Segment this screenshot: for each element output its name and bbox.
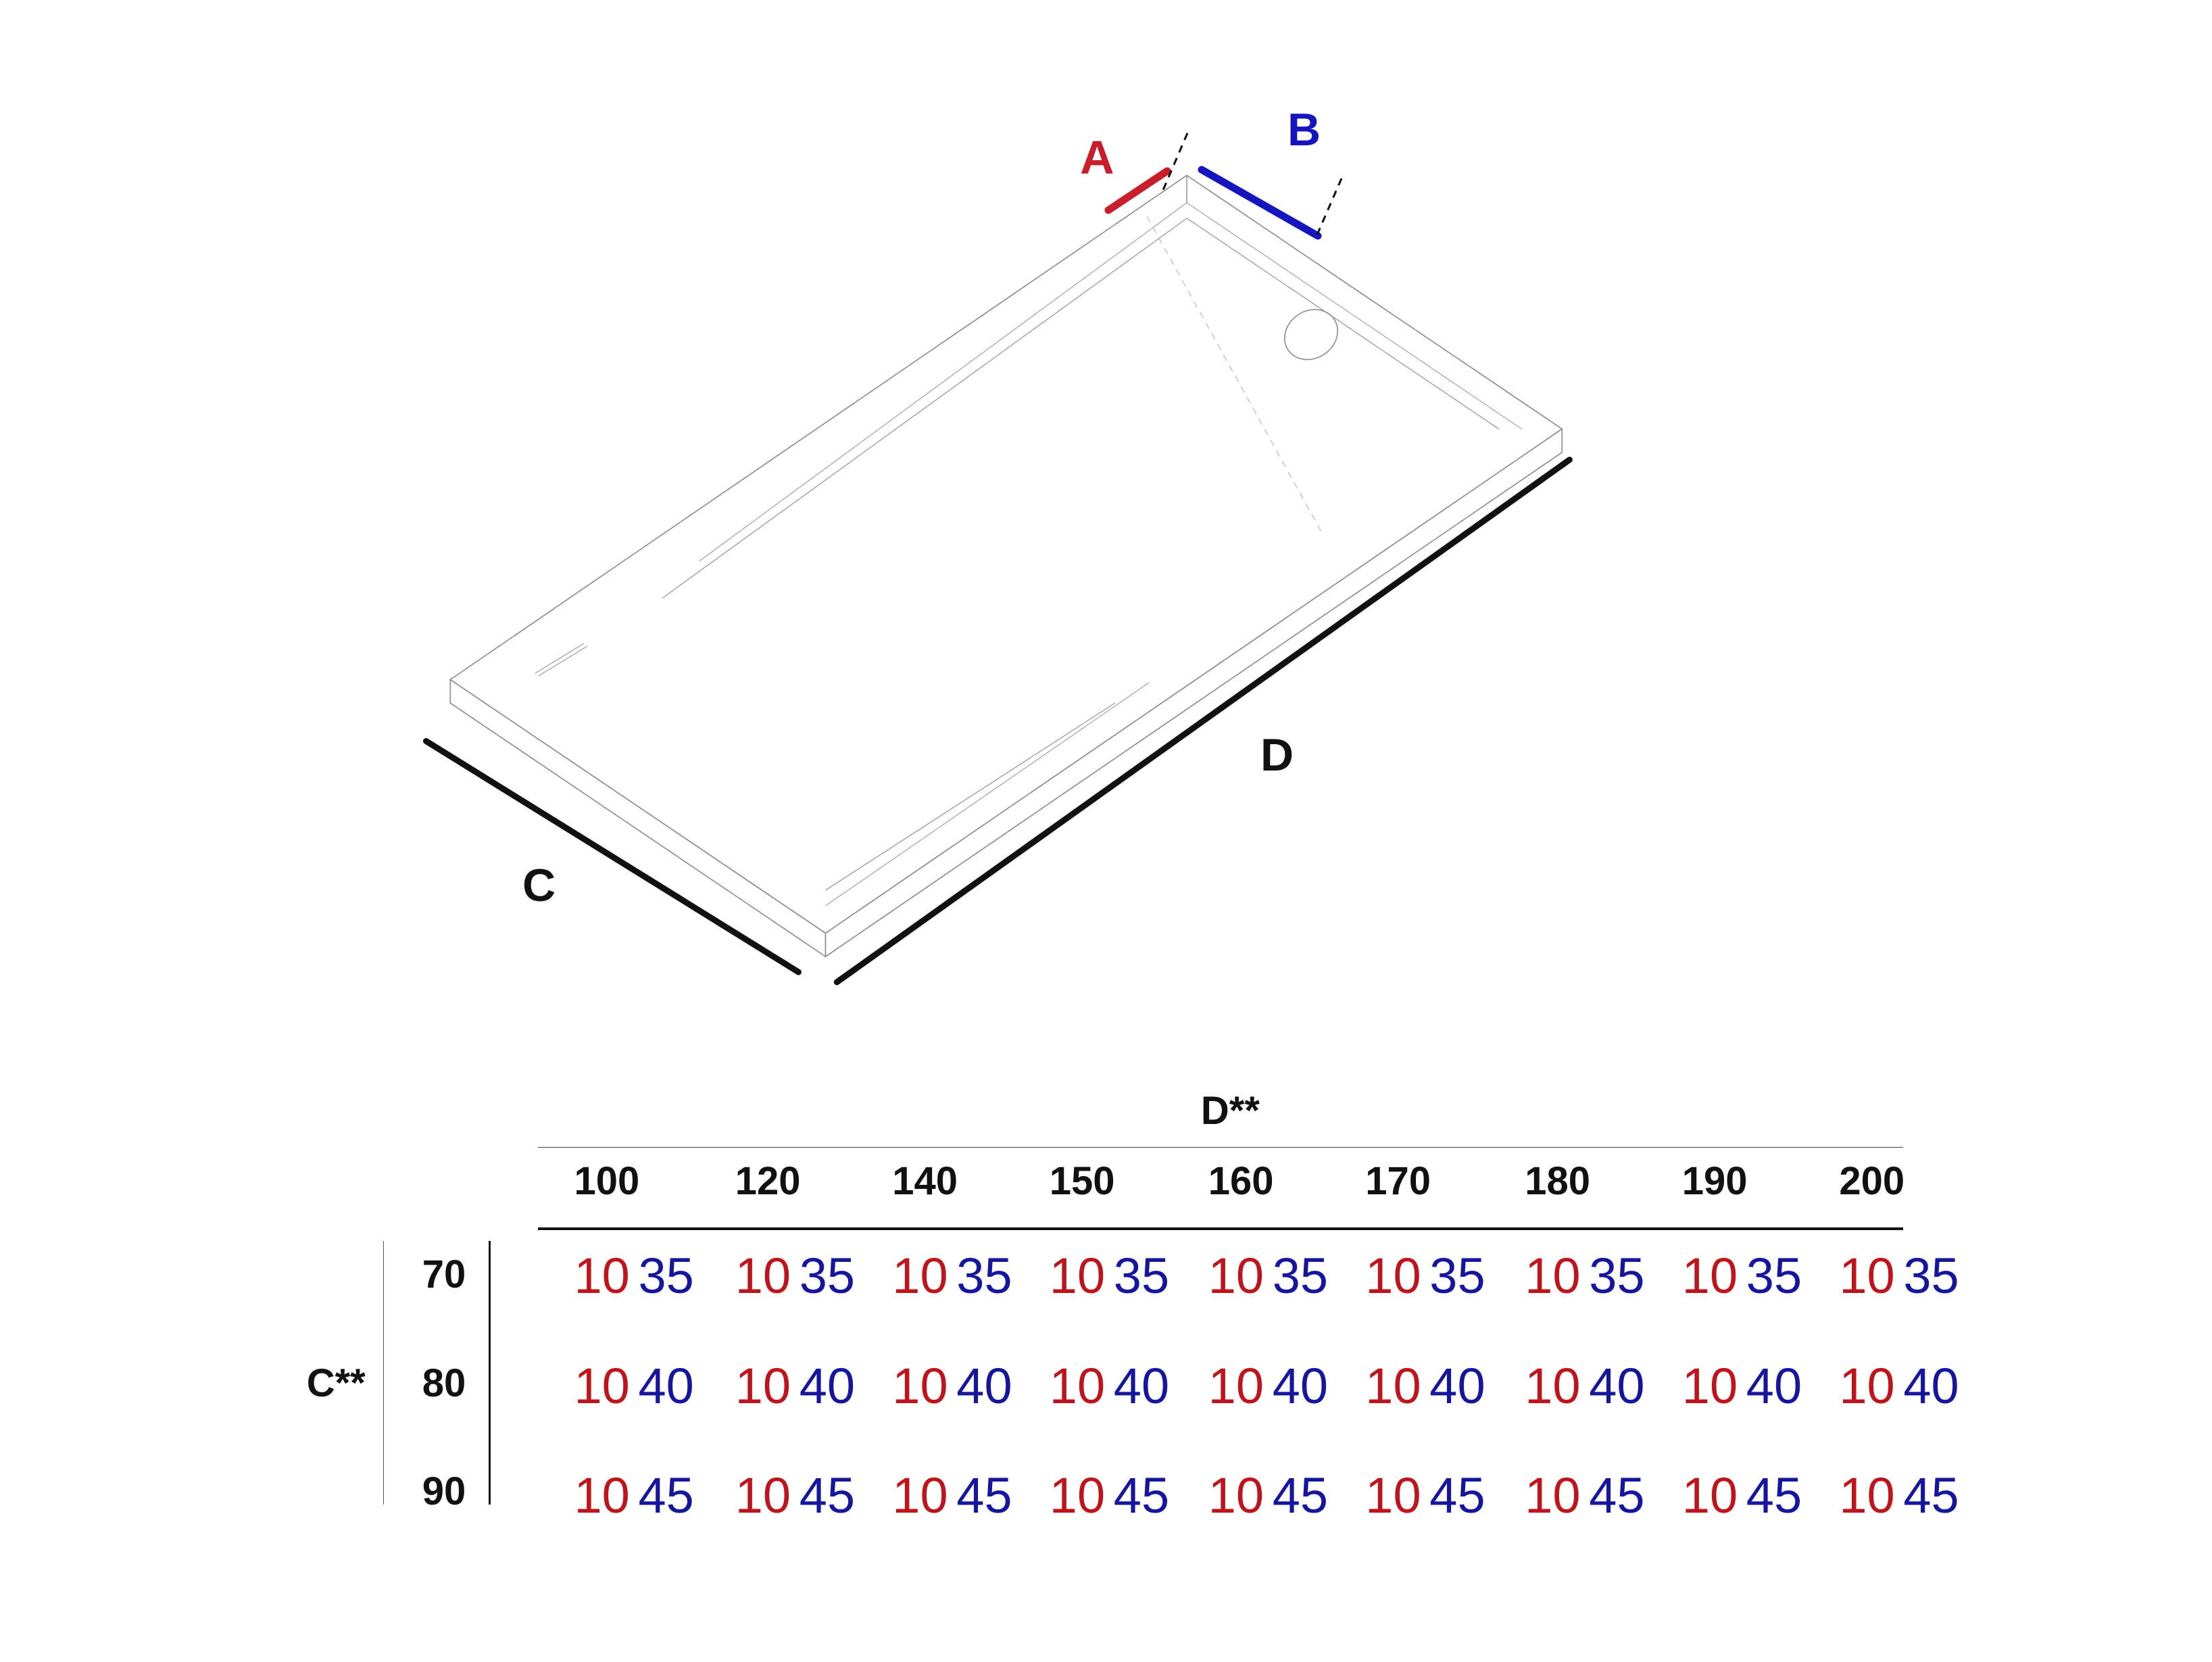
svg-text:D: D xyxy=(1260,729,1294,781)
svg-text:A: A xyxy=(1080,131,1114,184)
svg-text:B: B xyxy=(1287,104,1321,155)
svg-text:C: C xyxy=(522,860,556,911)
